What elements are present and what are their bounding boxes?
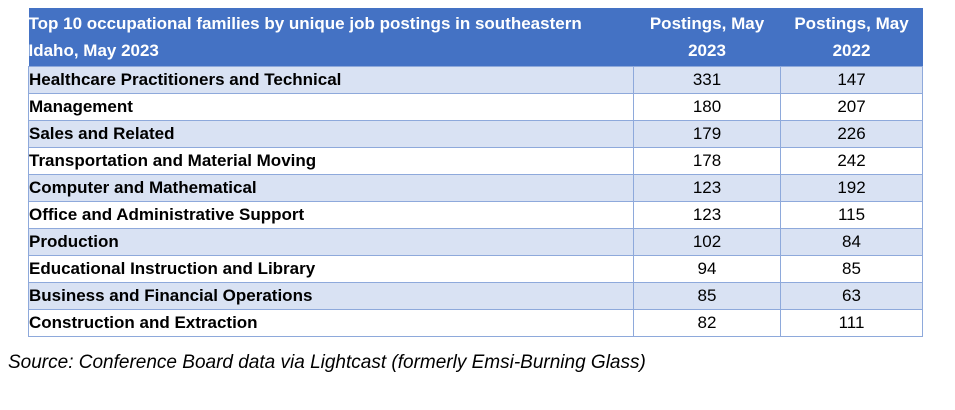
postings-2023-value: 179 (633, 120, 781, 148)
table-title-cell: Top 10 occupational families by unique j… (28, 8, 634, 67)
occupation-label: Business and Financial Operations (28, 282, 634, 310)
table-header: Top 10 occupational families by unique j… (28, 8, 923, 67)
table-row: Healthcare Practitioners and Technical 33… (28, 66, 923, 94)
postings-2023-value: 85 (633, 282, 781, 310)
table-row: Sales and Related 179 226 (28, 120, 923, 148)
table-row: Transportation and Material Moving 178 242 (28, 147, 923, 175)
occupation-label: Educational Instruction and Library (28, 255, 634, 283)
postings-table: Top 10 occupational families by unique j… (28, 8, 923, 337)
occupation-label: Sales and Related (28, 120, 634, 148)
table-row: Management 180 207 (28, 93, 923, 121)
postings-table-container: Top 10 occupational families by unique j… (28, 8, 923, 337)
column-header-postings-2023: Postings, May 2023 (633, 8, 781, 67)
postings-2022-value: 84 (780, 228, 923, 256)
occupation-label: Construction and Extraction (28, 309, 634, 337)
postings-2022-value: 85 (780, 255, 923, 283)
table-title: Top 10 occupational families by unique j… (28, 13, 582, 60)
table-body: Healthcare Practitioners and Technical 33… (28, 66, 923, 337)
postings-2023-value: 102 (633, 228, 781, 256)
postings-2022-value: 207 (780, 93, 923, 121)
column-header-postings-2022: Postings, May 2022 (780, 8, 923, 67)
table-row: Business and Financial Operations 85 63 (28, 282, 923, 310)
occupation-label: Computer and Mathematical (28, 174, 634, 202)
header-row: Top 10 occupational families by unique j… (28, 8, 923, 67)
table-row: Construction and Extraction 82 111 (28, 309, 923, 337)
table-row: Office and Administrative Support 123 115 (28, 201, 923, 229)
postings-2022-value: 147 (780, 66, 923, 94)
postings-2022-value: 115 (780, 201, 923, 229)
table-row: Production 102 84 (28, 228, 923, 256)
postings-2022-value: 111 (780, 309, 923, 337)
postings-2023-value: 331 (633, 66, 781, 94)
postings-2022-value: 192 (780, 174, 923, 202)
postings-2023-value: 178 (633, 147, 781, 175)
occupation-label: Office and Administrative Support (28, 201, 634, 229)
table-row: Educational Instruction and Library 94 85 (28, 255, 923, 283)
postings-2023-value: 82 (633, 309, 781, 337)
postings-2023-value: 123 (633, 174, 781, 202)
postings-2023-value: 123 (633, 201, 781, 229)
source-note: Source: Conference Board data via Lightc… (8, 352, 646, 373)
postings-2022-value: 242 (780, 147, 923, 175)
occupation-label: Healthcare Practitioners and Technical (28, 66, 634, 94)
occupation-label: Transportation and Material Moving (28, 147, 634, 175)
postings-2023-value: 180 (633, 93, 781, 121)
postings-2023-value: 94 (633, 255, 781, 283)
table-row: Computer and Mathematical 123 192 (28, 174, 923, 202)
postings-2022-value: 226 (780, 120, 923, 148)
postings-2022-value: 63 (780, 282, 923, 310)
occupation-label: Management (28, 93, 634, 121)
occupation-label: Production (28, 228, 634, 256)
